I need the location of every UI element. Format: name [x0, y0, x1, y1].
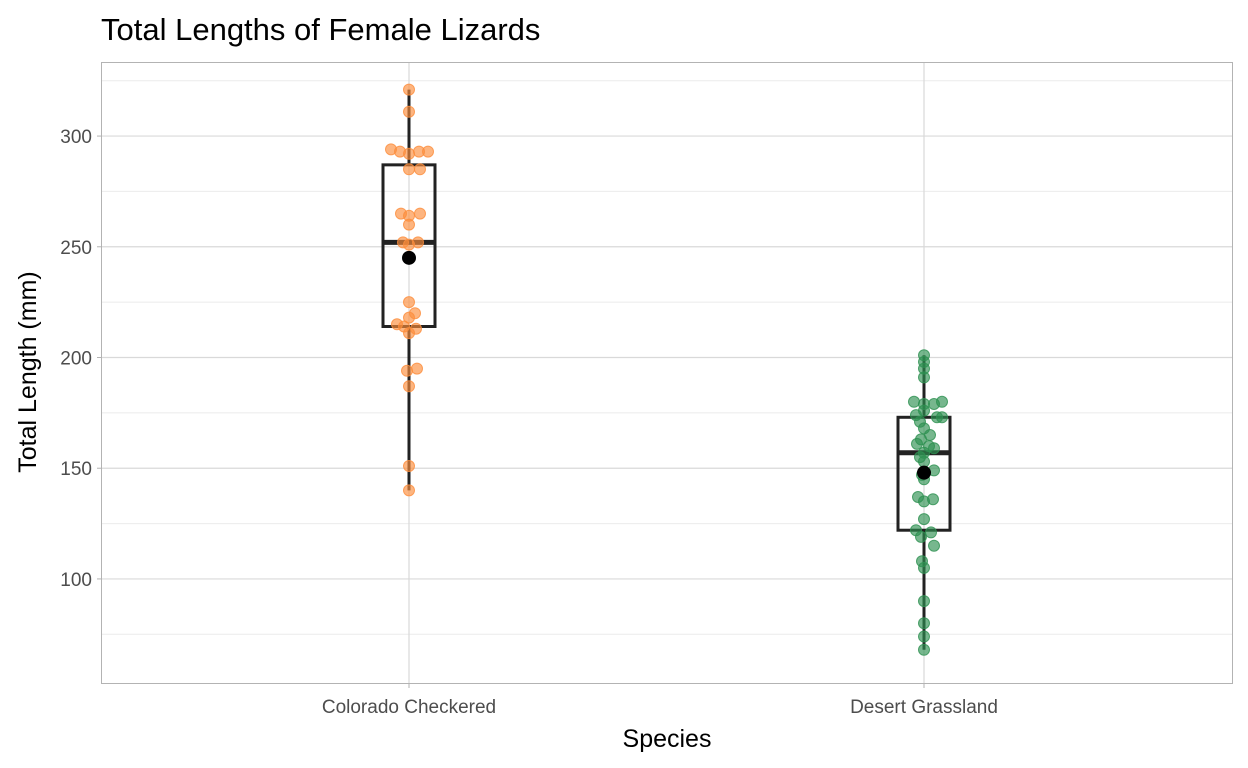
- data-point: [403, 218, 415, 231]
- y-tick-label: 150: [60, 459, 92, 480]
- data-point: [918, 455, 930, 468]
- data-point: [928, 442, 940, 455]
- mean-marker: [917, 465, 931, 480]
- data-point: [403, 460, 415, 472]
- data-point: [918, 630, 930, 643]
- data-point: [403, 484, 415, 497]
- mean-marker: [402, 250, 416, 265]
- data-point: [403, 83, 415, 96]
- data-point: [925, 526, 937, 539]
- chart-title: Total Lengths of Female Lizards: [101, 12, 540, 47]
- y-axis-title: Total Length (mm): [14, 271, 42, 472]
- grid: [102, 63, 1232, 683]
- data-point: [918, 643, 930, 656]
- data-point: [908, 395, 920, 408]
- data-point: [911, 437, 923, 450]
- data-point: [928, 398, 940, 410]
- data-point: [918, 371, 930, 384]
- data-point: [918, 617, 930, 630]
- x-tick-label: Colorado Checkered: [322, 697, 496, 718]
- data-point: [403, 147, 415, 160]
- y-axis-ticks: 100 150 200 250 300: [60, 127, 102, 591]
- data-point: [403, 163, 415, 176]
- data-point: [928, 539, 940, 552]
- data-point: [403, 238, 415, 251]
- data-point: [414, 207, 426, 220]
- data-point: [936, 411, 948, 424]
- data-points: [385, 83, 948, 656]
- y-tick-label: 100: [60, 570, 92, 591]
- mean-markers: [402, 250, 931, 480]
- data-point: [403, 327, 415, 340]
- data-point: [414, 163, 426, 176]
- data-point: [403, 311, 415, 324]
- y-tick-label: 300: [60, 127, 92, 148]
- data-point: [403, 105, 415, 118]
- x-axis-ticks: Colorado Checkered Desert Grassland: [322, 683, 998, 718]
- x-axis-title: Species: [623, 725, 712, 753]
- x-tick-label: Desert Grassland: [850, 697, 998, 718]
- data-point: [422, 145, 434, 158]
- data-point: [403, 380, 415, 393]
- plot-panel-border: [101, 62, 1233, 684]
- y-tick-label: 250: [60, 238, 92, 259]
- boxplots: [381, 89, 952, 650]
- y-tick-label: 200: [60, 349, 92, 370]
- data-point: [401, 364, 413, 377]
- data-point: [915, 530, 927, 543]
- data-point: [411, 362, 423, 375]
- data-point: [918, 513, 930, 526]
- data-point: [918, 561, 930, 574]
- data-point: [403, 296, 415, 309]
- data-point: [918, 595, 930, 608]
- data-point: [918, 495, 930, 508]
